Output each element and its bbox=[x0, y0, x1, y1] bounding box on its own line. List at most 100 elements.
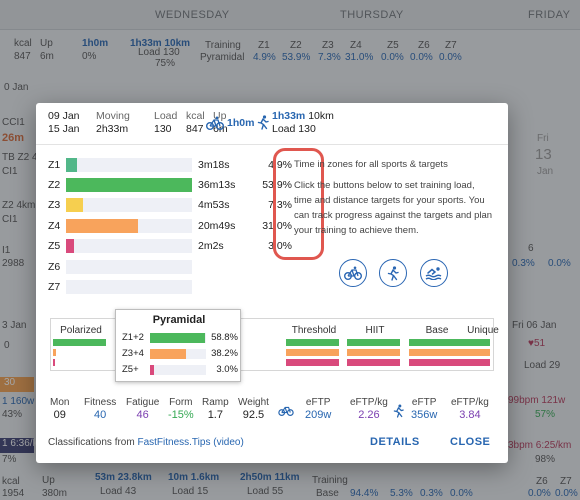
pyramidal-classification-card[interactable]: Pyramidal Z1+2 58.8% Z3+4 38.2% Z5+ 3.0% bbox=[115, 309, 241, 382]
moving-label: Moving bbox=[96, 110, 130, 122]
classification-label[interactable]: Unique bbox=[467, 325, 499, 336]
metric-value: -15% bbox=[168, 409, 194, 421]
swim-icon bbox=[425, 267, 442, 280]
metric-label: eFTP bbox=[411, 397, 437, 408]
bg-training-value: Base bbox=[316, 488, 339, 499]
bg-fragment: 0.0% bbox=[555, 488, 578, 499]
day-label: THURSDAY bbox=[340, 9, 404, 21]
fastfitness-link[interactable]: FastFitness.Tips bbox=[137, 437, 211, 448]
bg-zone: 94.4% bbox=[350, 488, 379, 499]
zone-value: 53.9% bbox=[282, 52, 311, 63]
bg-fragment: 1 160w bbox=[2, 396, 35, 407]
classification-bar bbox=[423, 349, 490, 356]
zone-name: Z1 bbox=[48, 159, 61, 171]
metric-eftp-kg: eFTP/kg 3.84 bbox=[451, 396, 489, 422]
percent-highlight-annotation bbox=[273, 148, 324, 260]
bg-activity: 2h50m 11km bbox=[240, 472, 300, 483]
classification-label[interactable]: Polarized bbox=[60, 325, 102, 336]
close-button[interactable]: CLOSE bbox=[450, 436, 491, 448]
metric-label: eFTP/kg bbox=[350, 397, 388, 408]
classification-bar bbox=[53, 359, 55, 366]
zone-row-z3: Z3 4m53s 7.3% bbox=[48, 198, 292, 212]
run-icon bbox=[387, 265, 399, 281]
up-value: 6m bbox=[40, 51, 54, 62]
classification-label[interactable]: HIIT bbox=[365, 325, 385, 336]
zone-name: Z4 bbox=[48, 220, 61, 232]
metric-label: Fitness bbox=[84, 397, 117, 408]
metric-form: Form -15% bbox=[168, 396, 194, 422]
bg-fragment: 98% bbox=[535, 454, 556, 465]
pyramidal-row-label: Z1+2 bbox=[122, 332, 144, 343]
metric-value: 92.5 bbox=[242, 409, 265, 421]
zone-bar bbox=[66, 198, 83, 212]
bike-pct: 0% bbox=[82, 51, 97, 62]
zone-name: Z3 bbox=[48, 199, 61, 211]
details-button[interactable]: DETAILS bbox=[370, 436, 420, 448]
zone-name: Z6 bbox=[48, 261, 61, 273]
bike-icon bbox=[344, 266, 362, 280]
pyramidal-row-label: Z5+ bbox=[122, 364, 139, 375]
metric-fatigue: Fatigue 46 bbox=[126, 396, 159, 422]
metric-weight: Weight 92.5 bbox=[238, 396, 269, 422]
zone-label: Z6 bbox=[418, 40, 430, 51]
pyramidal-bar bbox=[150, 333, 205, 343]
bg-activity-load: Load 15 bbox=[172, 486, 209, 497]
zone-value: 0.0% bbox=[410, 52, 433, 63]
bike-time: 1h0m bbox=[82, 38, 109, 49]
zone-value: 0.0% bbox=[381, 52, 404, 63]
metric-label: Weight bbox=[238, 397, 269, 408]
swim-targets-button[interactable] bbox=[420, 259, 448, 287]
date-to: 15 Jan bbox=[48, 123, 80, 135]
zone-value: 4.9% bbox=[253, 52, 276, 63]
bg-up: Up bbox=[42, 475, 55, 486]
zone-row-z5: Z5 2m2s 3.0% bbox=[48, 239, 292, 253]
run-icon bbox=[257, 115, 269, 130]
bg-fragment: kcal bbox=[2, 476, 20, 487]
metric-eftp-kg: eFTP/kg 2.26 bbox=[350, 396, 388, 422]
zone-name: Z2 bbox=[48, 179, 61, 191]
zone-label: Z2 bbox=[290, 40, 302, 51]
zone-time: 3m18s bbox=[198, 159, 230, 171]
zone-label: Z1 bbox=[258, 40, 270, 51]
bike-time: 1h0m bbox=[227, 117, 255, 129]
run-targets-button[interactable] bbox=[379, 259, 407, 287]
classification-label[interactable]: Threshold bbox=[291, 325, 337, 336]
bg-fragment: CI1 bbox=[2, 166, 18, 177]
pyramidal-row-value: 38.2% bbox=[211, 348, 238, 359]
video-link[interactable]: (video) bbox=[213, 437, 244, 448]
load-label: Load bbox=[154, 110, 178, 122]
classification-label[interactable]: Base bbox=[425, 325, 449, 336]
bg-fragment: 30 bbox=[0, 377, 34, 392]
bg-fragment: 13 bbox=[535, 146, 552, 163]
run-load: Load 130 bbox=[272, 123, 316, 135]
up-label: Up bbox=[213, 110, 227, 122]
zone-name: Z7 bbox=[48, 281, 61, 293]
metric-label: Fatigue bbox=[126, 397, 160, 408]
bike-icon bbox=[206, 116, 224, 130]
metric-value: 3.84 bbox=[459, 409, 481, 421]
bg-fragment: Fri 06 Jan bbox=[512, 320, 557, 331]
bike-targets-button[interactable] bbox=[339, 259, 367, 287]
metric-mon: Mon 09 bbox=[50, 396, 69, 422]
classification-bar bbox=[423, 359, 490, 366]
training-label: Training bbox=[205, 40, 241, 51]
day-header: WEDNESDAY THURSDAY FRIDAY bbox=[0, 0, 580, 30]
zone-name: Z5 bbox=[48, 240, 61, 252]
bg-fragment: I1 bbox=[2, 245, 11, 256]
zone-percent: 31.0% bbox=[262, 220, 292, 232]
kcal-stat: kcal 847 bbox=[186, 110, 205, 136]
metric-value: 209w bbox=[305, 409, 332, 421]
zone-row-z6: Z6 bbox=[48, 260, 278, 274]
metric-label: Ramp bbox=[202, 397, 229, 408]
classification-bar bbox=[53, 339, 106, 346]
bg-fragment: 2988 bbox=[2, 258, 25, 269]
kcal-value: 847 bbox=[186, 123, 204, 135]
zone-bar-track bbox=[66, 280, 192, 294]
pyramidal-title: Pyramidal bbox=[152, 314, 206, 326]
metric-label: eFTP/kg bbox=[451, 397, 489, 408]
zone-bar-track bbox=[66, 178, 192, 192]
bg-fragment: 99bpm 121w bbox=[508, 395, 566, 406]
zones-dialog: 09 Jan 15 Jan Moving 2h33m Load 130 kcal… bbox=[36, 103, 508, 463]
run-pct: 75% bbox=[155, 58, 176, 69]
zones-help-text: Time in zones for all sports & targets C… bbox=[294, 157, 494, 238]
